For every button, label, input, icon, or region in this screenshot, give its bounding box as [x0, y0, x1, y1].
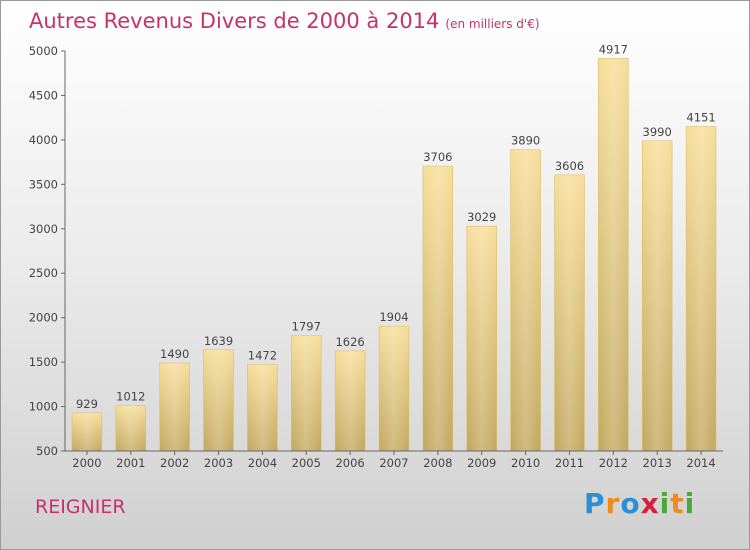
data-label-2004: 1472	[248, 349, 277, 363]
x-tick-label-2008: 2008	[423, 456, 452, 470]
bar-sheen-2010	[510, 149, 541, 451]
data-label-2014: 4151	[686, 110, 715, 124]
bar-sheen-2013	[642, 140, 673, 451]
x-tick-label-2004: 2004	[248, 456, 277, 470]
bar-sheen-2001	[115, 405, 146, 451]
commune-name: REIGNIER	[35, 496, 126, 518]
data-label-2008: 3706	[423, 150, 452, 164]
x-tick-label-2013: 2013	[643, 456, 672, 470]
x-tick-label-2010: 2010	[511, 456, 540, 470]
x-tick-label-2014: 2014	[686, 456, 715, 470]
y-tick-label-2500: 2500	[29, 266, 58, 280]
y-tick-label-5000: 5000	[29, 44, 58, 58]
y-tick-label-4500: 4500	[29, 88, 58, 102]
bar-sheen-2005	[291, 335, 322, 451]
bar-sheen-2006	[335, 350, 366, 451]
bar-sheen-2009	[466, 226, 497, 451]
data-label-2012: 4917	[599, 42, 628, 56]
logo-letter-6: i	[684, 487, 696, 520]
data-label-2005: 1797	[292, 320, 321, 334]
data-label-2003: 1639	[204, 334, 233, 348]
data-label-2009: 3029	[467, 210, 496, 224]
bar-sheen-2002	[159, 363, 190, 451]
logo-letter-5: t	[670, 487, 685, 520]
data-label-2001: 1012	[116, 389, 145, 403]
x-tick-label-2009: 2009	[467, 456, 496, 470]
chart-title-text: Autres Revenus Divers de 2000 à 2014	[29, 9, 440, 33]
y-tick-label-3000: 3000	[29, 222, 58, 236]
x-tick-label-2000: 2000	[72, 456, 101, 470]
proxiti-logo[interactable]: Proxiti	[584, 487, 695, 520]
x-tick-label-2001: 2001	[116, 456, 145, 470]
logo-letter-1: r	[605, 487, 621, 520]
data-label-2011: 3606	[555, 159, 584, 173]
x-tick-label-2011: 2011	[555, 456, 584, 470]
data-label-2006: 1626	[335, 335, 364, 349]
y-tick-label-4000: 4000	[29, 133, 58, 147]
logo-letter-2: o	[620, 487, 641, 520]
bar-sheen-2004	[247, 364, 278, 451]
x-tick-label-2003: 2003	[204, 456, 233, 470]
chart-subtitle: (en milliers d'€)	[445, 17, 540, 31]
data-label-2000: 929	[76, 397, 98, 411]
x-tick-label-2012: 2012	[599, 456, 628, 470]
y-tick-label-500: 500	[36, 444, 58, 458]
bar-sheen-2014	[686, 126, 716, 451]
bar-sheen-2012	[598, 58, 629, 451]
data-label-2010: 3890	[511, 134, 540, 148]
x-tick-label-2002: 2002	[160, 456, 189, 470]
y-tick-label-2000: 2000	[29, 311, 58, 325]
bar-sheen-2008	[422, 166, 453, 451]
y-tick-label-1000: 1000	[29, 400, 58, 414]
bar-sheen-2003	[203, 349, 234, 451]
data-label-2007: 1904	[379, 310, 408, 324]
logo-letter-0: P	[584, 487, 606, 520]
bar-sheen-2000	[72, 412, 102, 451]
x-tick-label-2007: 2007	[379, 456, 408, 470]
y-tick-label-3500: 3500	[29, 177, 58, 191]
data-label-2013: 3990	[643, 125, 672, 139]
logo-letter-4: i	[659, 487, 671, 520]
y-tick-label-1500: 1500	[29, 355, 58, 369]
chart-title: Autres Revenus Divers de 2000 à 2014 (en …	[29, 9, 540, 33]
x-tick-label-2006: 2006	[335, 456, 364, 470]
logo-letter-3: x	[640, 487, 660, 520]
data-label-2002: 1490	[160, 347, 189, 361]
bar-sheen-2007	[379, 326, 409, 451]
x-tick-label-2005: 2005	[292, 456, 321, 470]
bar-sheen-2011	[554, 174, 585, 451]
